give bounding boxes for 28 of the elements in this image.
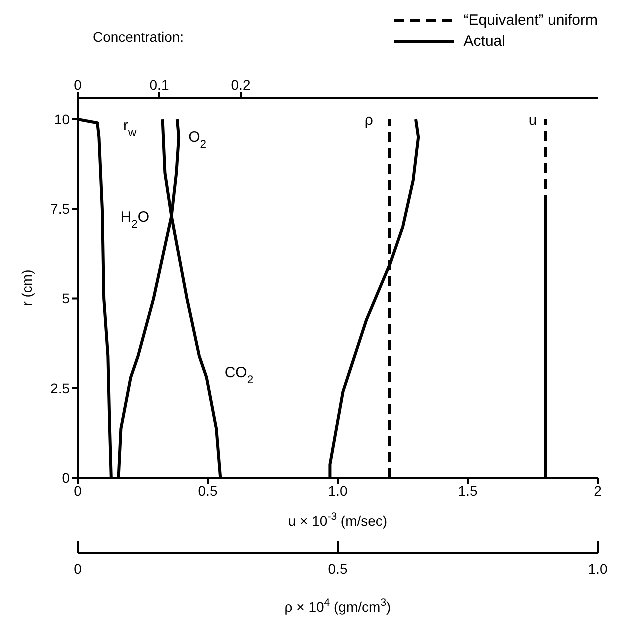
x2-axis-title: Concentration: xyxy=(93,29,184,45)
text: 1.0 xyxy=(588,561,608,577)
y-tick-label: 5 xyxy=(62,290,70,307)
legend-label: “Equivalent” uniform xyxy=(464,12,598,29)
annotation: CO$_{2}$ xyxy=(224,364,254,387)
x-tick-label: 2 xyxy=(594,482,602,499)
y-axis-title: r (cm) xyxy=(19,270,35,306)
x-tick-label: 0.5 xyxy=(198,482,218,499)
x-tick-label: 0 xyxy=(74,482,82,499)
annotation: r$_{w}$ xyxy=(123,118,138,140)
x-tick-label: 1.5 xyxy=(458,482,478,499)
text: ρ × 10$^{4}$ (gm/cm$^{3}$) xyxy=(284,597,392,615)
x-tick-label: 1.0 xyxy=(328,482,348,499)
annotation: ρ xyxy=(364,112,374,129)
annotation: u xyxy=(528,112,538,129)
x2-tick-label: 0.2 xyxy=(231,77,251,93)
y-tick-label: 10 xyxy=(54,111,70,128)
y-tick-label: 0 xyxy=(62,470,70,486)
annotation: H$_{2}$O xyxy=(120,208,150,231)
y-tick-label: 2.5 xyxy=(50,380,70,396)
text: 0.5 xyxy=(328,561,348,577)
x-axis-title: u × 10$^{-3}$ (m/sec) xyxy=(288,511,388,529)
x2-tick-label: 0 xyxy=(74,77,82,93)
x2-tick-label: 0.1 xyxy=(150,77,170,93)
y-tick-label: 7.5 xyxy=(50,201,70,218)
legend-label: Actual xyxy=(464,33,506,50)
annotation: O$_{2}$ xyxy=(188,129,207,151)
text: 0 xyxy=(74,561,82,577)
